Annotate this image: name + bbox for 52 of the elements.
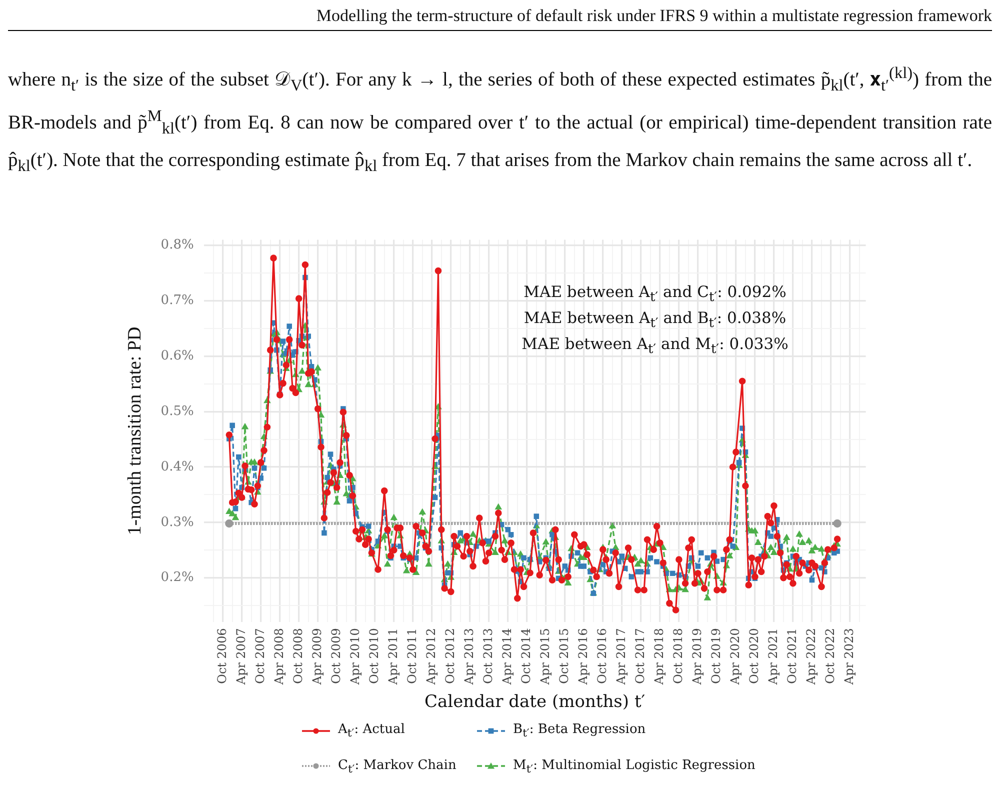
y-tick-label: 0.3% [160,514,194,530]
y-tick-label: 0.6% [160,348,194,364]
legend-label: C$_{t′}$: Markov Chain [338,758,456,776]
legend-label: M$_{t′}$: Multinomial Logistic Regression [513,758,756,776]
x-tick-label: Apr 2021 [766,628,780,686]
x-tick-label: Apr 2012 [424,628,438,686]
x-tick-label: Oct 2018 [671,628,686,684]
x-tick-label: Apr 2007 [234,628,248,686]
x-tick-label: Oct 2017 [633,628,648,684]
y-tick-label: 0.2% [160,570,194,586]
x-tick-label: Apr 2016 [576,628,590,686]
x-tick-label: Oct 2010 [366,628,381,684]
x-tick-label: Oct 2007 [252,628,267,684]
x-tick-label: Apr 2009 [310,628,324,686]
annotation: MAE between A$_{t′}$ and B$_{t′}$: 0.038% [522,308,788,334]
x-tick-label: Apr 2017 [614,628,628,686]
x-tick-label: Apr 2010 [348,628,362,686]
x-tick-label: Apr 2014 [500,628,514,686]
x-tick-label: Apr 2011 [386,628,400,686]
x-tick-label: Oct 2019 [709,628,724,684]
x-tick-label: Apr 2019 [690,628,704,686]
x-tick-label: Apr 2020 [728,628,742,686]
x-tick-label: Oct 2014 [519,628,534,684]
legend-label: A$_{t′}$: Actual [338,722,405,740]
x-tick-label: Apr 2008 [272,628,286,686]
x-tick-label: Oct 2020 [747,628,762,684]
x-tick-label: Apr 2013 [462,628,476,686]
x-tick-label: Apr 2023 [842,628,856,686]
x-tick-label: Oct 2006 [214,628,229,684]
y-tick-label: 0.5% [160,404,194,419]
x-tick-label: Oct 2012 [443,628,458,684]
x-tick-label: Oct 2013 [481,628,496,684]
x-axis-title: Calendar date (months) t′ [424,692,646,712]
annotation: MAE between A$_{t′}$ and M$_{t′}$: 0.033% [520,334,790,360]
text: Modelling the term-structure of default risk under IFRS 9 within a multistate regression framework [8,6,992,31]
y-tick-label: 0.7% [160,293,194,308]
y-axis-title: 1-month transition rate: PD [124,326,146,536]
y-tick-label: 0.4% [160,459,194,474]
x-tick-label: Apr 2015 [538,628,552,686]
x-tick-label: Oct 2008 [290,628,305,684]
x-tick-label: Apr 2022 [804,628,818,686]
x-tick-label: Oct 2021 [785,628,800,684]
text: where n$_{t′}$ is the size of the subset 𝒟$_{V}$(t′). For any k → l, the series of both of these expected estimates p̃$_{kl}$(t′, 𝐱$_{t′}$$^{(kl)}$) from the BR-models and p̃$^{M}$$_{kl}$(t′) from Eq. 8 can now be compared over t′ to the actual (or empirical) time-dependent transition rate p̂$_{kl}$(t′). Note that the corresponding estimate p̂$_{kl}$ from Eq. 7 that arises from the Markov chain remains the same across all t′. [8,64,992,175]
x-tick-label: Oct 2011 [405,628,419,684]
x-tick-label: Oct 2015 [557,628,572,684]
y-tick-label: 0.8% [160,238,194,253]
x-tick-label: Oct 2022 [823,628,838,684]
x-tick-label: Oct 2016 [595,628,610,684]
x-tick-label: Apr 2018 [652,628,666,686]
legend-label: B$_{t′}$: Beta Regression [513,722,646,740]
x-tick-label: Oct 2009 [328,628,343,684]
annotation: MAE between A$_{t′}$ and C$_{t′}$: 0.092% [522,282,788,308]
